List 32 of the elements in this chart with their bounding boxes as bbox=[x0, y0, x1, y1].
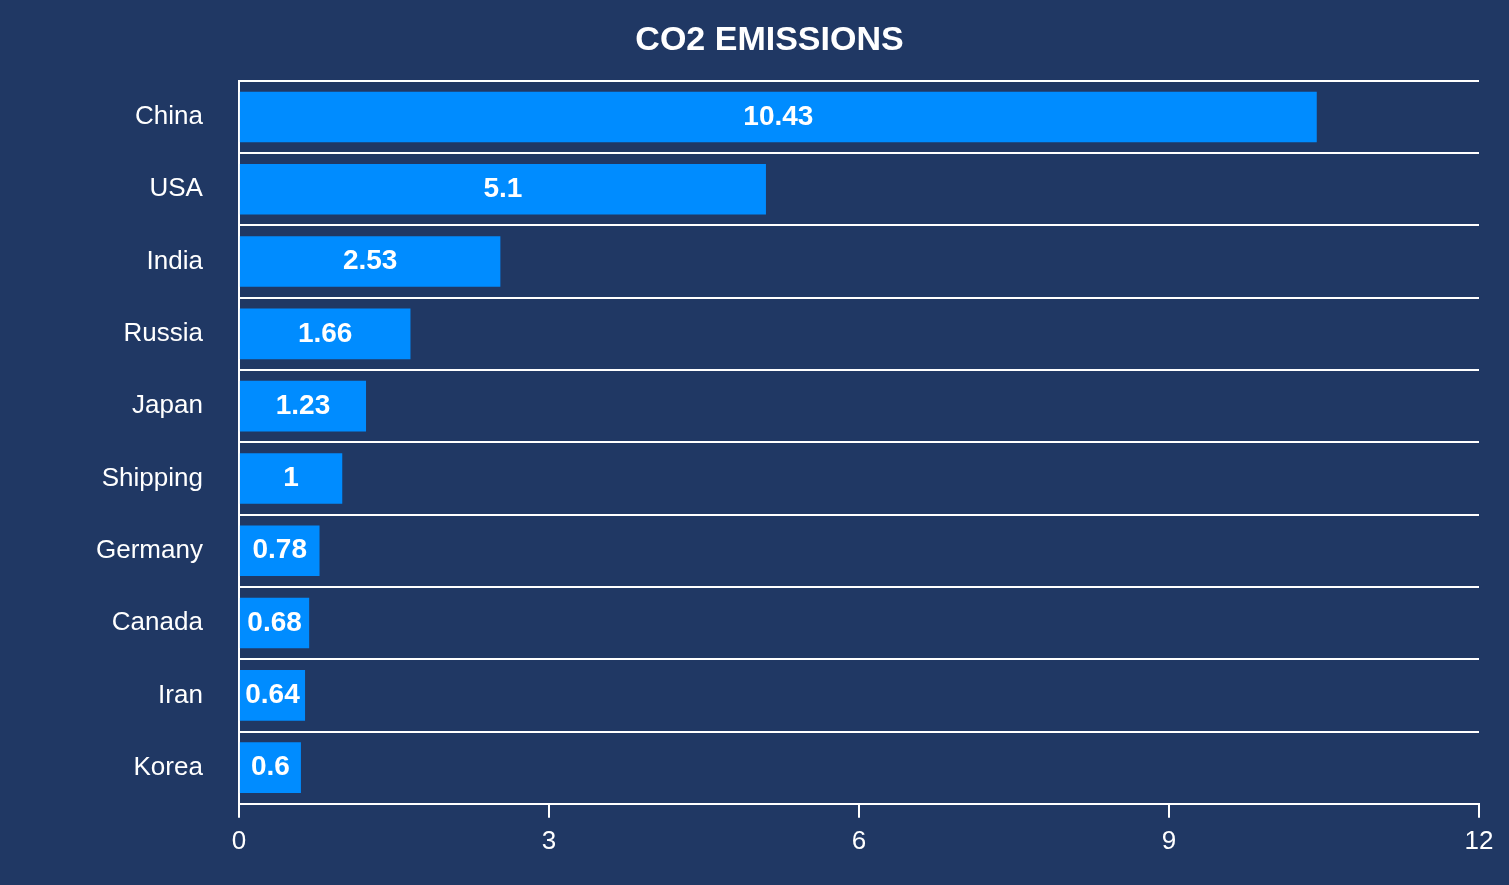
y-tick-label: Canada bbox=[111, 606, 204, 637]
bar bbox=[239, 453, 343, 504]
x-tick-label: 3 bbox=[541, 824, 557, 855]
y-tick-label: China bbox=[134, 100, 204, 131]
x-tick-label: 0 bbox=[231, 824, 247, 855]
data-label: 0.6 bbox=[250, 750, 290, 782]
data-label: 0.68 bbox=[247, 605, 302, 637]
bar bbox=[239, 236, 501, 287]
bar bbox=[239, 380, 367, 432]
data-label: 0.64 bbox=[245, 678, 301, 710]
x-tick-label: 9 bbox=[1161, 824, 1177, 855]
y-tick-label: Germany bbox=[96, 533, 203, 564]
y-tick-label: Iran bbox=[158, 678, 203, 709]
data-label: 1.66 bbox=[297, 316, 353, 348]
bar bbox=[239, 91, 1317, 143]
data-label: 2.53 bbox=[342, 244, 398, 276]
data-label: 10.43 bbox=[743, 99, 814, 131]
x-tick-label: 12 bbox=[1464, 824, 1494, 855]
y-tick-label: Russia bbox=[123, 317, 204, 348]
data-label: 1.23 bbox=[275, 388, 331, 420]
y-tick-label: USA bbox=[149, 172, 204, 203]
y-tick-label: India bbox=[146, 244, 204, 275]
y-tick-label: Korea bbox=[133, 750, 204, 781]
x-tick-label: 6 bbox=[851, 824, 867, 855]
data-label: 1 bbox=[283, 461, 299, 493]
bar bbox=[239, 308, 411, 360]
data-label: 5.1 bbox=[483, 171, 523, 203]
chart-title: CO2 EMISSIONS bbox=[635, 18, 904, 57]
data-label: 0.78 bbox=[252, 533, 307, 565]
y-tick-label: Shipping bbox=[101, 461, 203, 492]
bar bbox=[239, 163, 766, 215]
y-tick-label: Japan bbox=[132, 389, 203, 420]
